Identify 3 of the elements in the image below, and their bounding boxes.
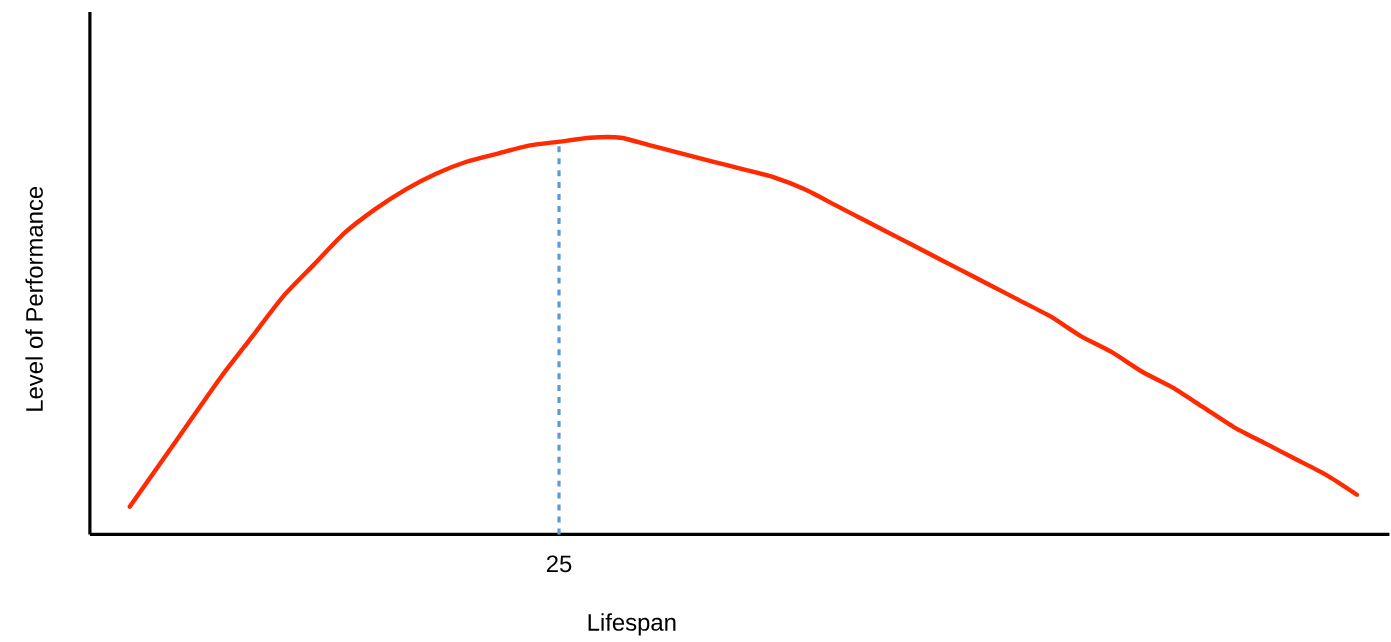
x-axis-title: Lifespan: [588, 613, 676, 636]
y-axis-title: Level of Performance: [25, 186, 43, 411]
text: 25: [546, 555, 572, 573]
